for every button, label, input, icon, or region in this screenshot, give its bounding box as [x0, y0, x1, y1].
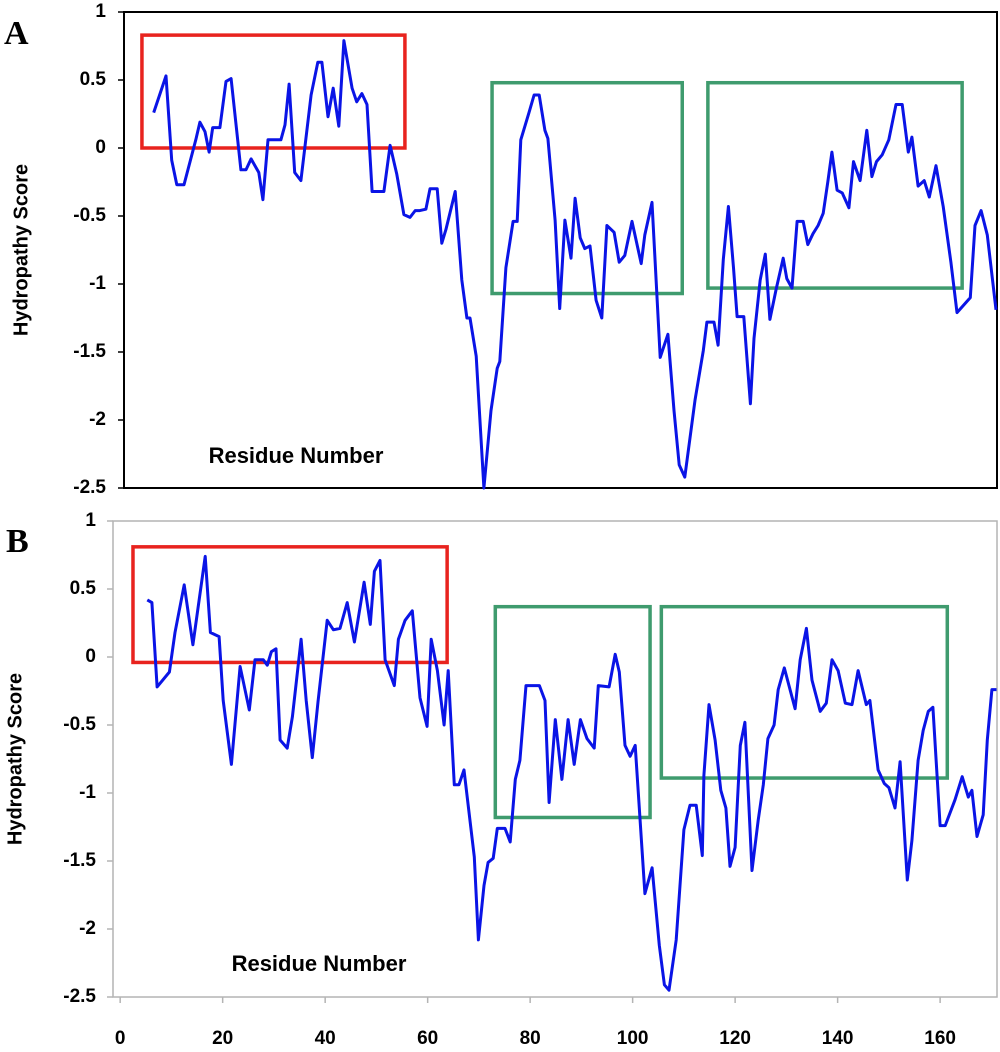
x-tick-label: 120: [719, 1028, 751, 1049]
y-axis-label: Hydropathy Score: [4, 673, 26, 845]
highlight-box: [706, 80, 964, 290]
x-tick-label: 60: [417, 1028, 438, 1049]
x-tick-label: 40: [315, 1028, 336, 1049]
y-tick-label: 0: [95, 137, 106, 158]
y-axis-label: Hydropathy Score: [10, 164, 32, 336]
y-tick-label: -1: [89, 273, 106, 294]
highlight-box: [131, 545, 449, 665]
y-tick-label: 1: [95, 1, 106, 22]
x-tick-label: 20: [212, 1028, 233, 1049]
panel-label: B: [6, 523, 29, 560]
x-axis-label: Residue Number: [232, 951, 407, 976]
plot-frame: [112, 520, 998, 998]
y-tick-label: -2: [89, 409, 106, 430]
y-tick-label: -2.5: [73, 477, 106, 498]
x-tick-label: 140: [822, 1028, 854, 1049]
x-tick-label: 100: [617, 1028, 649, 1049]
highlight-box: [659, 604, 950, 780]
x-tick-label: 160: [924, 1028, 956, 1049]
y-tick-label: -1: [79, 782, 96, 803]
y-tick-label: -1.5: [63, 850, 96, 871]
y-tick-label: -2.5: [63, 986, 96, 1007]
y-tick-label: -2: [79, 918, 96, 939]
highlight-box: [493, 604, 652, 820]
highlight-box: [140, 33, 407, 150]
plot-frame: [123, 11, 998, 489]
y-tick-label: 1: [85, 510, 96, 531]
y-tick-label: 0.5: [70, 578, 97, 599]
y-tick-label: 0.5: [80, 69, 107, 90]
y-tick-label: -1.5: [73, 341, 106, 362]
highlight-box: [490, 80, 684, 296]
x-tick-label: 0: [115, 1028, 126, 1049]
data-line: [152, 39, 998, 490]
x-tick-label: 80: [520, 1028, 541, 1049]
y-tick-label: -0.5: [63, 714, 96, 735]
y-tick-label: 0: [85, 646, 96, 667]
panel-label: A: [4, 15, 29, 52]
x-axis-label: Residue Number: [209, 443, 384, 468]
y-tick-label: -0.5: [73, 205, 106, 226]
data-line: [146, 554, 997, 992]
